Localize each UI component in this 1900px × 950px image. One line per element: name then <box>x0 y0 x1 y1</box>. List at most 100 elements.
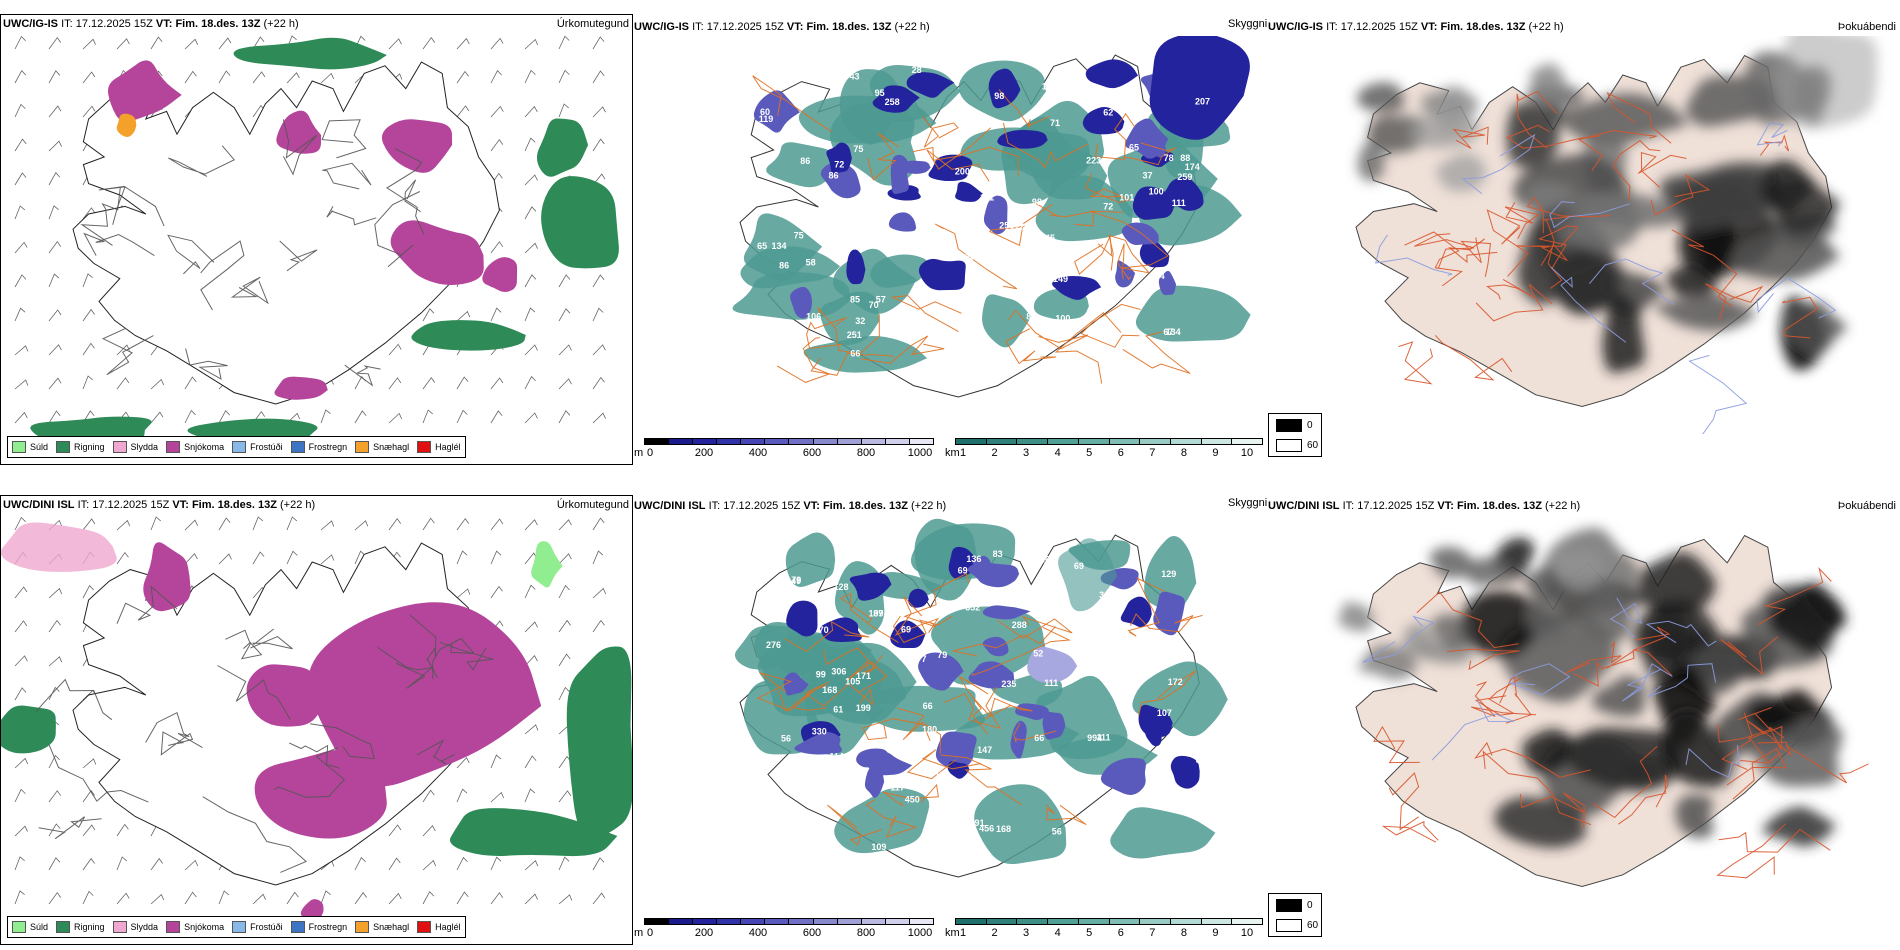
cloud-base-label: 65 <box>1129 143 1139 153</box>
wind-barb <box>388 343 402 356</box>
colorbar-segment <box>986 919 1018 924</box>
road-line <box>827 804 883 846</box>
road-line <box>1532 225 1580 269</box>
cloud-base-area <box>856 748 890 768</box>
colorbar-segment <box>765 439 790 444</box>
wind-barb <box>422 891 435 905</box>
fog-index-legend-top: 0 60 <box>1268 413 1322 457</box>
cloud-base-area <box>1052 276 1102 300</box>
wind-barb <box>48 105 62 118</box>
wind-barb <box>524 105 538 118</box>
road-line <box>322 162 372 190</box>
wind-barb <box>558 619 571 633</box>
legend-item: Frostregn <box>290 921 347 933</box>
road-line <box>1094 113 1136 160</box>
colorbar-segment <box>1170 439 1202 444</box>
wind-barb <box>524 621 538 633</box>
visibility-area <box>1135 285 1251 342</box>
legend-label: Slydda <box>130 922 159 932</box>
wind-barb <box>320 409 331 424</box>
road-line <box>1447 238 1498 264</box>
wind-barb <box>48 309 62 322</box>
cloud-base-label: 82 <box>1196 755 1206 765</box>
legend-item: Frostregn <box>290 441 347 453</box>
cloud-base-label: 37 <box>1143 170 1153 180</box>
cloud-base-label: 85 <box>850 294 860 304</box>
road-line <box>1589 258 1675 306</box>
cloud-base-label: 235 <box>1001 679 1016 689</box>
cloud-base-label: 72 <box>834 160 844 170</box>
road-line <box>1542 215 1576 289</box>
scale-unit: m <box>634 447 644 459</box>
road-line <box>386 148 425 235</box>
wind-barb <box>150 411 164 424</box>
wind-barb <box>524 69 536 84</box>
scale-tick-label: 0 <box>646 927 654 939</box>
cloud-base-label: 38 <box>937 247 947 257</box>
fog-area <box>1602 292 1645 374</box>
road-network <box>756 572 1203 846</box>
legend-label: Súld <box>30 922 49 932</box>
wind-barb <box>558 35 570 50</box>
wind-barb <box>422 308 435 322</box>
wind-barb <box>422 825 436 837</box>
map-title: UWC/IG-IS IT: 17.12.2025 15Z VT: Fim. 18… <box>3 18 299 30</box>
scale-tick-label: 800 <box>856 447 876 459</box>
scale-tick-label: 200 <box>694 447 714 459</box>
wind-barb <box>14 788 26 803</box>
fog-area <box>1768 582 1846 655</box>
wind-barb <box>14 757 29 769</box>
road-line <box>1404 231 1463 287</box>
wind-barb <box>558 308 571 322</box>
scale-tick-label: 2 <box>991 447 998 459</box>
road-line <box>1129 613 1203 633</box>
cloud-base-label: 77 <box>917 654 927 664</box>
wind-barb <box>14 35 26 50</box>
wind-barb <box>116 856 128 871</box>
wind-barb <box>82 71 96 84</box>
wind-barb <box>218 37 232 50</box>
cloud-base-area <box>935 731 977 770</box>
fog-area <box>1429 546 1475 579</box>
colorbar-segment <box>765 919 790 924</box>
cloud-base-label: 105 <box>845 677 860 687</box>
wind-barb <box>320 554 335 565</box>
fog-map-canvas <box>1355 36 1878 434</box>
cloud-base-area <box>888 212 917 232</box>
cloud-base-label: 250 <box>999 221 1014 231</box>
cloud-base-label: 114 <box>935 770 950 780</box>
road-line <box>1089 210 1169 269</box>
colorbar-segment <box>885 919 910 924</box>
road-network <box>752 75 1191 384</box>
fog-index-legend-bottom: 0 60 <box>1268 893 1322 937</box>
road-line <box>1718 828 1831 853</box>
scale-tick-label: 10 <box>1240 447 1254 459</box>
cloud-areas <box>734 518 1228 865</box>
wind-barb <box>116 551 129 565</box>
road-line <box>1517 243 1568 266</box>
wind-barb <box>48 205 59 220</box>
road-line <box>1526 196 1611 234</box>
wind-barb <box>558 584 570 599</box>
cloud-base-label: 131 <box>1061 250 1076 260</box>
wind-barb <box>184 376 197 390</box>
cloud-base-label: 106 <box>806 311 821 321</box>
cloud-base-area <box>849 572 892 601</box>
wind-barb <box>14 307 26 322</box>
cloud-base-label: 94 <box>754 317 764 327</box>
height-colorbar <box>644 438 934 445</box>
road-line <box>374 191 421 268</box>
colorbar-segment <box>956 919 987 924</box>
cloud-base-area <box>790 286 813 319</box>
wind-barb <box>456 105 470 118</box>
cloud-base-area <box>1085 59 1138 89</box>
wind-barb <box>354 856 366 871</box>
rain-area <box>233 37 387 70</box>
cloud-base-label: 114 <box>829 752 844 762</box>
legend-swatch <box>232 921 247 933</box>
cloud-base-label: 111 <box>980 193 994 203</box>
fog-area <box>1788 301 1848 354</box>
fog-area <box>1436 153 1487 192</box>
legend-label: Snæhagl <box>373 922 410 932</box>
road-line <box>344 364 381 387</box>
